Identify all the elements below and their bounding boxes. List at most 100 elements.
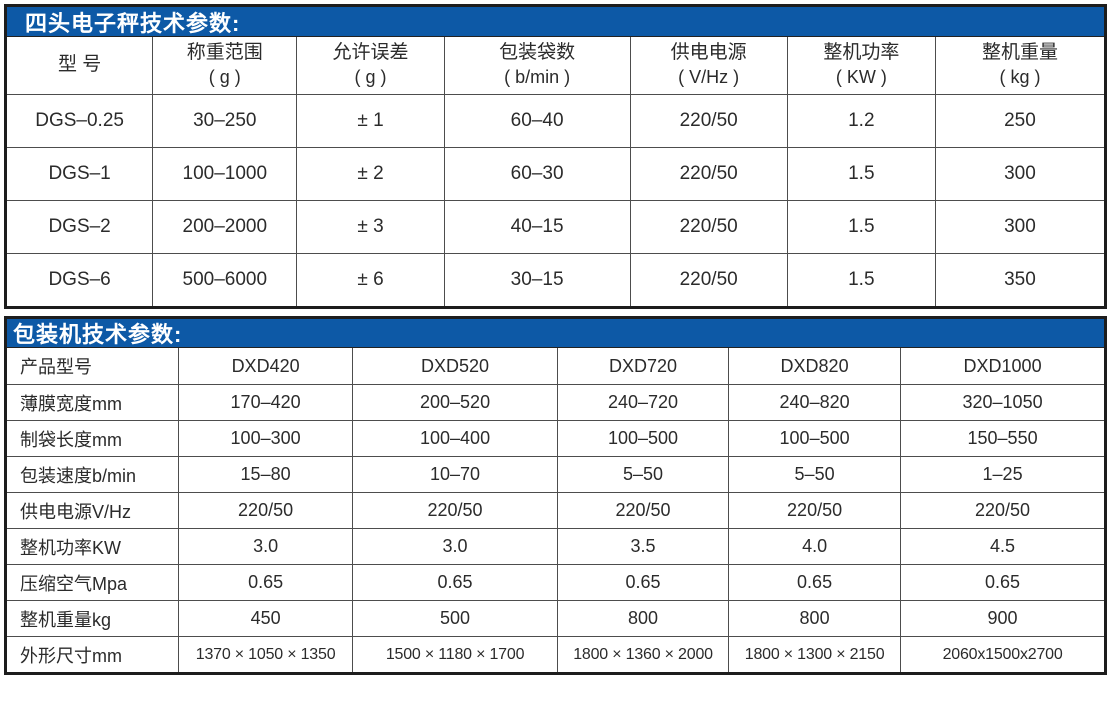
value-cell: 30–15 — [443, 253, 630, 306]
value-cell: 4.0 — [728, 528, 901, 564]
value-cell: ± 6 — [296, 253, 444, 306]
value-cell: DXD520 — [352, 348, 557, 384]
value-cell: 5–50 — [728, 456, 901, 492]
column-header: 型 号 — [7, 37, 152, 94]
value-cell: 10–70 — [352, 456, 557, 492]
value-cell: 300 — [934, 147, 1104, 200]
value-cell: 1800 × 1300 × 2150 — [728, 636, 901, 672]
table-row: DGS–1 100–1000 ± 2 60–30 220/50 1.5 300 — [7, 147, 1104, 200]
value-cell: 220/50 — [178, 492, 353, 528]
column-header-unit: ( V/Hz ) — [678, 67, 740, 88]
table-row: 产品型号 DXD420 DXD520 DXD720 DXD820 DXD1000 — [7, 348, 1104, 384]
value-cell: 100–500 — [556, 420, 729, 456]
value-cell: 1–25 — [900, 456, 1104, 492]
column-header-name: 整机功率 — [823, 42, 900, 64]
column-header-unit: ( KW ) — [835, 67, 887, 88]
header-row: 型 号 称重范围 ( g ) 允许误差 ( g ) 包装袋数 ( b/min ) 供电电源 ( … — [7, 37, 1104, 94]
value-cell: 1.5 — [786, 147, 935, 200]
value-cell: 800 — [728, 600, 901, 636]
value-cell: 300 — [934, 200, 1104, 253]
value-cell: 1370 × 1050 × 1350 — [178, 636, 353, 672]
value-cell: 0.65 — [178, 564, 353, 600]
packer-table-title-banner: 包装机技术参数: — [7, 319, 1104, 348]
column-header-name: 包装袋数 — [499, 42, 576, 64]
value-cell: 220/50 — [629, 200, 787, 253]
value-cell: 220/50 — [900, 492, 1104, 528]
value-cell: DXD720 — [556, 348, 728, 384]
value-cell: 3.0 — [178, 528, 353, 564]
value-cell: 1.2 — [786, 94, 935, 147]
value-cell: 220/50 — [629, 94, 787, 147]
packer-table-grid: 产品型号 DXD420 DXD520 DXD720 DXD820 DXD1000 薄膜宽度m… — [7, 348, 1104, 672]
value-cell: 150–550 — [900, 420, 1104, 456]
model-cell: DGS–6 — [7, 253, 153, 306]
value-cell: 200–2000 — [152, 200, 297, 253]
row-label-cell: 外形尺寸mm — [7, 636, 179, 672]
table-row: 包装速度b/min 15–80 10–70 5–50 5–50 1–25 — [7, 456, 1104, 492]
value-cell: 220/50 — [556, 492, 729, 528]
value-cell: ± 2 — [296, 147, 444, 200]
scale-table-title-banner: 四头电子秤技术参数: — [7, 7, 1104, 37]
value-cell: 170–420 — [178, 384, 353, 420]
table-row: 外形尺寸mm 1370 × 1050 × 1350 1500 × 1180 × 17… — [7, 636, 1104, 672]
column-header-name: 允许误差 — [332, 42, 409, 64]
scale-table-title: 四头电子秤技术参数: — [25, 10, 241, 36]
value-cell: 200–520 — [352, 384, 557, 420]
value-cell: 0.65 — [728, 564, 901, 600]
value-cell: 30–250 — [152, 94, 297, 147]
value-cell: 320–1050 — [900, 384, 1104, 420]
packer-table-title: 包装机技术参数: — [13, 322, 183, 347]
column-header: 称重范围 ( g ) — [152, 37, 296, 94]
value-cell: 1800 × 1360 × 2000 — [556, 636, 729, 672]
table-row: 整机功率KW 3.0 3.0 3.5 4.0 4.5 — [7, 528, 1104, 564]
value-cell: 0.65 — [556, 564, 729, 600]
column-header: 整机重量 ( kg ) — [934, 37, 1104, 94]
column-header-name: 型 号 — [57, 54, 102, 76]
value-cell: 100–300 — [178, 420, 353, 456]
column-header: 允许误差 ( g ) — [296, 37, 443, 94]
model-cell: DGS–2 — [7, 200, 153, 253]
value-cell: 100–1000 — [152, 147, 297, 200]
value-cell: 450 — [178, 600, 353, 636]
value-cell: 40–15 — [443, 200, 630, 253]
column-header: 供电电源 ( V/Hz ) — [629, 37, 787, 94]
table-row: DGS–0.25 30–250 ± 1 60–40 220/50 1.2 250 — [7, 94, 1104, 147]
value-cell: ± 1 — [296, 94, 444, 147]
table-row: DGS–2 200–2000 ± 3 40–15 220/50 1.5 300 — [7, 200, 1104, 253]
row-label-cell: 产品型号 — [20, 357, 92, 377]
value-cell: 60–40 — [443, 94, 630, 147]
value-cell: 900 — [900, 600, 1104, 636]
column-header-unit: ( kg ) — [999, 67, 1041, 88]
value-cell: 500–6000 — [152, 253, 297, 306]
value-cell: 3.0 — [352, 528, 557, 564]
value-cell: DXD1000 — [900, 348, 1104, 384]
value-cell: 220/50 — [629, 253, 787, 306]
value-cell: 0.65 — [352, 564, 557, 600]
column-header: 整机功率 ( KW ) — [786, 37, 935, 94]
model-cell: DGS–1 — [7, 147, 153, 200]
scale-table-grid: 型 号 称重范围 ( g ) 允许误差 ( g ) 包装袋数 ( b/min ) 供电电源 ( … — [7, 37, 1104, 306]
row-label-cell: 制袋长度mm — [7, 420, 179, 456]
value-cell: 100–500 — [728, 420, 901, 456]
value-cell: 500 — [352, 600, 557, 636]
column-header-name: 供电电源 — [670, 42, 747, 64]
value-cell: 1.5 — [786, 200, 935, 253]
value-cell: 220/50 — [352, 492, 557, 528]
value-cell: 250 — [934, 94, 1104, 147]
value-cell: 1500 × 1180 × 1700 — [352, 636, 557, 672]
column-header-unit: ( b/min ) — [504, 67, 571, 88]
row-label-cell: 压缩空气Mpa — [7, 564, 179, 600]
row-label-cell: 整机重量kg — [7, 600, 179, 636]
table-row: 薄膜宽度mm 170–420 200–520 240–720 240–820 320–10… — [7, 384, 1104, 420]
value-cell: 100–400 — [352, 420, 557, 456]
row-label-cell: 供电电源V/Hz — [7, 492, 179, 528]
value-cell: 2060x1500x2700 — [900, 636, 1104, 672]
row-label-cell: 整机功率KW — [7, 528, 179, 564]
table-row: 压缩空气Mpa 0.65 0.65 0.65 0.65 0.65 — [7, 564, 1104, 600]
row-label-cell: 薄膜宽度mm — [7, 384, 179, 420]
value-cell: 3.5 — [556, 528, 729, 564]
value-cell: DXD420 — [178, 348, 352, 384]
packer-parameters-table: 包装机技术参数: 产品型号 DXD420 DXD520 DXD720 DXD820 DXD… — [4, 316, 1107, 675]
scale-parameters-table: 四头电子秤技术参数: 型 号 称重范围 ( g ) 允许误差 ( g ) 包装袋数 ( b/… — [4, 4, 1107, 309]
value-cell: 4.5 — [900, 528, 1104, 564]
